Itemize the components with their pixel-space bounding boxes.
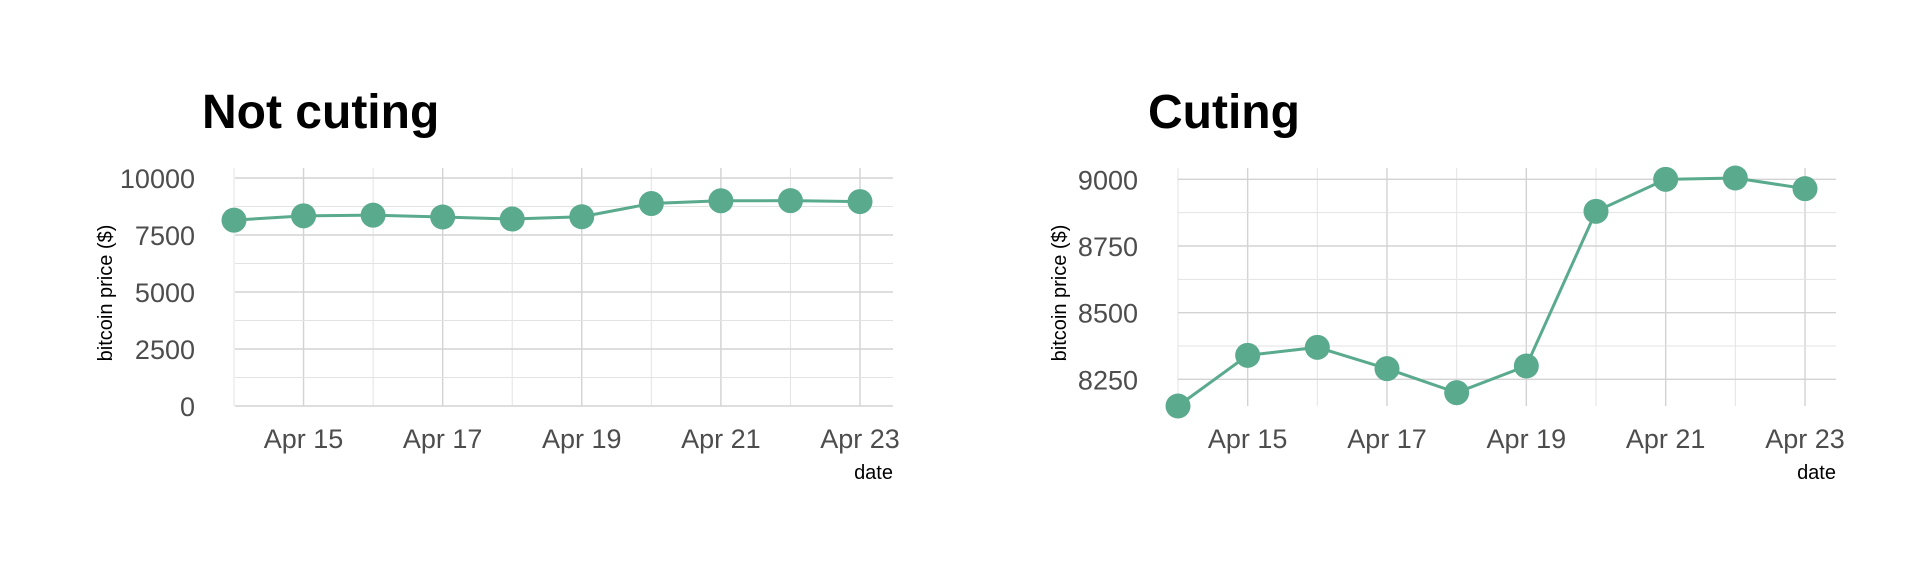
x-tick-label: Apr 17 bbox=[1347, 424, 1427, 454]
y-axis-label: bitcoin price ($) bbox=[95, 225, 117, 362]
data-point bbox=[221, 207, 247, 233]
x-tick-label: Apr 19 bbox=[1487, 424, 1567, 454]
y-axis-label: bitcoin price ($) bbox=[1049, 225, 1071, 362]
data-point bbox=[1444, 380, 1470, 406]
y-tick-label: 10000 bbox=[120, 164, 195, 194]
data-point bbox=[1165, 393, 1191, 419]
x-tick-label: Apr 15 bbox=[264, 424, 344, 454]
data-point bbox=[708, 188, 734, 214]
x-tick-label: Apr 19 bbox=[542, 424, 622, 454]
chart-title: Not cuting bbox=[202, 86, 439, 139]
y-tick-label: 9000 bbox=[1078, 165, 1138, 195]
x-tick-label: Apr 23 bbox=[820, 424, 900, 454]
data-point bbox=[1722, 165, 1748, 191]
data-point bbox=[847, 189, 873, 215]
data-point bbox=[1374, 356, 1400, 382]
chart-title: Cuting bbox=[1148, 86, 1300, 139]
data-point bbox=[1792, 176, 1818, 202]
data-point bbox=[1653, 166, 1679, 192]
data-point bbox=[291, 203, 317, 229]
data-point bbox=[1235, 342, 1261, 368]
x-tick-label: Apr 21 bbox=[1626, 424, 1706, 454]
y-tick-label: 5000 bbox=[135, 278, 195, 308]
y-tick-label: 8250 bbox=[1078, 365, 1138, 395]
data-point bbox=[1513, 353, 1539, 379]
y-tick-label: 7500 bbox=[135, 221, 195, 251]
y-tick-label: 2500 bbox=[135, 335, 195, 365]
series-line bbox=[1177, 176, 1806, 408]
y-tick-label: 8750 bbox=[1078, 232, 1138, 262]
data-point bbox=[430, 204, 456, 230]
data-point bbox=[360, 202, 386, 228]
x-axis-label: date bbox=[1797, 462, 1836, 484]
data-point bbox=[499, 206, 525, 232]
x-tick-label: Apr 15 bbox=[1208, 424, 1288, 454]
data-point bbox=[569, 204, 595, 230]
data-point bbox=[1583, 198, 1609, 224]
y-tick-label: 0 bbox=[180, 392, 195, 422]
series-line bbox=[233, 199, 861, 222]
x-tick-label: Apr 23 bbox=[1765, 424, 1845, 454]
x-tick-label: Apr 17 bbox=[403, 424, 483, 454]
data-point bbox=[638, 191, 664, 217]
x-axis-label: date bbox=[854, 462, 893, 484]
x-tick-label: Apr 21 bbox=[681, 424, 761, 454]
data-point bbox=[1304, 334, 1330, 360]
y-tick-label: 8500 bbox=[1078, 299, 1138, 329]
data-point bbox=[777, 188, 803, 214]
